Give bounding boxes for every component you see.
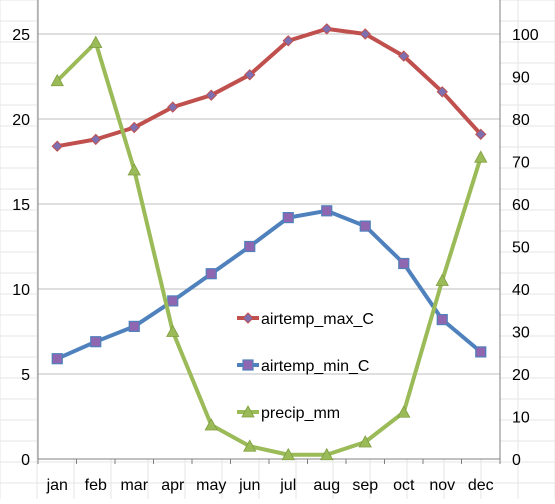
x-tick-label: mar: [120, 477, 148, 494]
series-line-precip_mm: [55, 40, 483, 457]
legend-swatch-marker: [241, 405, 255, 418]
data-point-precip_mm: [204, 418, 218, 431]
data-point-airtemp_max_C: [398, 50, 410, 62]
data-point-airtemp_min_C: [359, 220, 371, 232]
x-tick-label: dec: [468, 477, 494, 494]
data-point-airtemp_min_C: [244, 240, 256, 253]
data-point-precip_mm: [397, 405, 411, 418]
y-left-tick-label: 0: [21, 452, 30, 469]
data-point-precip_mm: [358, 435, 372, 448]
y-right-tick-label: 60: [512, 197, 530, 214]
x-tick-label: may: [196, 477, 226, 494]
x-tick-label: jun: [238, 477, 260, 494]
y-right-tick-label: 80: [512, 112, 530, 129]
data-point-precip_mm: [281, 447, 295, 461]
x-tick-label: jan: [46, 477, 68, 494]
y-left-tick-label: 25: [12, 27, 30, 44]
data-point-precip_mm: [435, 273, 449, 286]
y-left-tick-label: 20: [12, 112, 30, 129]
data-point-airtemp_max_C: [167, 101, 179, 113]
data-point-airtemp_max_C: [359, 28, 371, 40]
y-left-tick-label: 10: [12, 282, 30, 299]
data-point-airtemp_max_C: [51, 140, 63, 152]
legend-label: airtemp_min_C: [261, 358, 369, 375]
plot-area: [38, 0, 500, 459]
legend-swatch-marker: [242, 312, 254, 324]
data-point-airtemp_max_C: [475, 128, 487, 141]
series-airtemp_min_C: [51, 205, 487, 365]
series-airtemp_max_C: [51, 23, 487, 152]
data-point-airtemp_max_C: [321, 23, 333, 35]
data-point-precip_mm: [89, 35, 103, 48]
y-right-tick-label: 70: [512, 155, 530, 172]
data-point-airtemp_min_C: [321, 205, 333, 217]
data-point-airtemp_min_C: [475, 346, 487, 358]
x-tick-label: feb: [85, 477, 107, 494]
y-left-tick-label: 5: [21, 367, 30, 384]
data-point-airtemp_max_C: [244, 69, 256, 81]
data-point-airtemp_max_C: [436, 86, 448, 98]
data-point-airtemp_min_C: [398, 257, 410, 270]
data-point-airtemp_min_C: [128, 320, 140, 332]
y-right-tick-label: 20: [512, 367, 530, 384]
data-point-airtemp_min_C: [205, 268, 217, 280]
data-point-airtemp_min_C: [90, 336, 102, 348]
legend-label: airtemp_max_C: [261, 311, 374, 328]
x-tick-label: apr: [161, 477, 185, 494]
y-right-tick-label: 100: [512, 27, 539, 44]
x-tick-label: nov: [429, 477, 455, 494]
legend-swatch-marker: [242, 359, 254, 371]
x-tick-label: sep: [352, 477, 378, 494]
legend-item: airtemp_min_C: [237, 358, 369, 375]
legend: airtemp_max_C airtemp_min_C precip_mm: [237, 311, 374, 422]
data-point-precip_mm: [474, 150, 488, 163]
data-point-airtemp_min_C: [436, 314, 448, 326]
legend-item: airtemp_max_C: [237, 311, 374, 328]
data-point-airtemp_min_C: [167, 295, 179, 307]
data-point-precip_mm: [243, 439, 257, 452]
legend-label: precip_mm: [261, 405, 340, 422]
data-point-airtemp_max_C: [205, 89, 217, 101]
x-tick-label: jul: [279, 477, 296, 494]
y-right-tick-label: 90: [512, 70, 530, 87]
data-point-airtemp_min_C: [51, 353, 63, 365]
series-line-airtemp_min_C: [56, 208, 483, 361]
y-right-tick-label: 0: [512, 452, 521, 469]
x-tick-label: oct: [393, 477, 415, 494]
y-left-tick-label: 15: [12, 197, 30, 214]
data-point-airtemp_max_C: [90, 133, 102, 146]
y-right-tick-label: 50: [512, 240, 530, 257]
data-point-airtemp_max_C: [282, 35, 294, 47]
data-point-precip_mm: [166, 324, 180, 337]
data-point-precip_mm: [320, 447, 334, 461]
data-point-precip_mm: [50, 73, 64, 87]
y-right-tick-label: 30: [512, 325, 530, 342]
y-right-tick-label: 10: [512, 410, 530, 427]
x-tick-label: aug: [313, 477, 340, 494]
series-group: [50, 23, 488, 461]
data-point-airtemp_min_C: [282, 212, 294, 224]
data-point-airtemp_max_C: [128, 121, 140, 134]
series-line-airtemp_max_C: [56, 26, 483, 149]
data-point-precip_mm: [127, 163, 141, 176]
y-right-tick-label: 40: [512, 282, 530, 299]
legend-item: precip_mm: [237, 405, 340, 422]
series-precip_mm: [50, 35, 488, 461]
